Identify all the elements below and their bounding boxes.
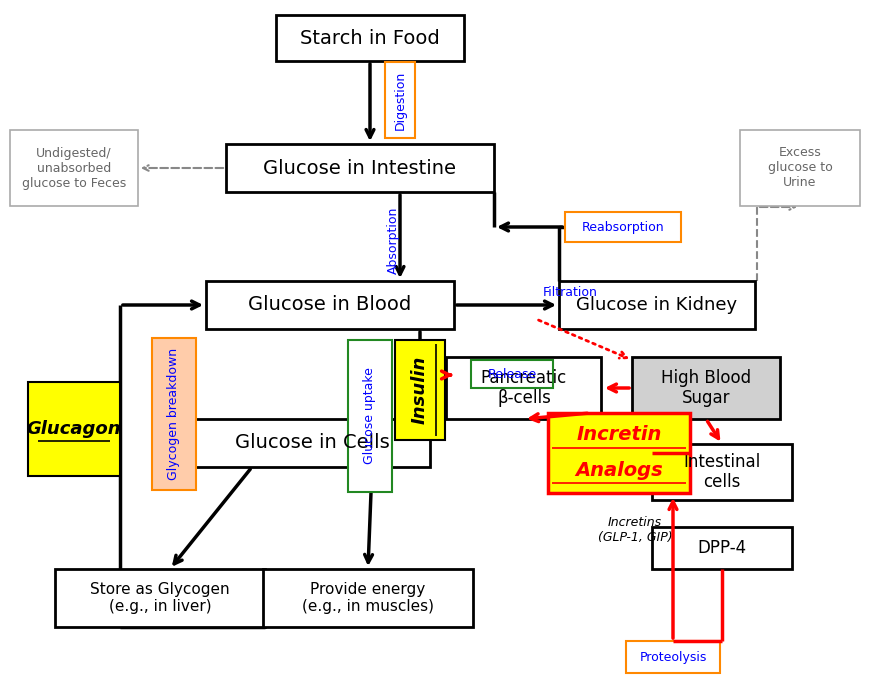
Text: Pancreatic
β-cells: Pancreatic β-cells bbox=[481, 369, 567, 408]
FancyBboxPatch shape bbox=[10, 130, 138, 206]
FancyBboxPatch shape bbox=[28, 382, 120, 476]
Text: Provide energy
(e.g., in muscles): Provide energy (e.g., in muscles) bbox=[302, 582, 434, 614]
FancyBboxPatch shape bbox=[226, 144, 494, 192]
FancyBboxPatch shape bbox=[651, 444, 791, 500]
Text: Undigested/
unabsorbed
glucose to Feces: Undigested/ unabsorbed glucose to Feces bbox=[22, 147, 126, 189]
Text: Incretin: Incretin bbox=[575, 426, 661, 445]
FancyBboxPatch shape bbox=[385, 62, 415, 138]
FancyBboxPatch shape bbox=[348, 340, 392, 492]
Text: DPP-4: DPP-4 bbox=[697, 539, 746, 557]
Text: High Blood
Sugar: High Blood Sugar bbox=[660, 369, 750, 408]
FancyBboxPatch shape bbox=[262, 569, 473, 627]
FancyBboxPatch shape bbox=[740, 130, 859, 206]
FancyBboxPatch shape bbox=[275, 15, 463, 61]
Text: Absorption: Absorption bbox=[386, 207, 399, 274]
FancyBboxPatch shape bbox=[564, 212, 680, 242]
Text: Filtration: Filtration bbox=[542, 286, 597, 299]
FancyBboxPatch shape bbox=[470, 360, 553, 388]
Text: Proteolysis: Proteolysis bbox=[639, 651, 706, 664]
FancyBboxPatch shape bbox=[547, 413, 689, 493]
FancyBboxPatch shape bbox=[626, 641, 720, 673]
Text: Analogs: Analogs bbox=[574, 461, 662, 480]
Text: Incretins
(GLP-1, GIP): Incretins (GLP-1, GIP) bbox=[597, 516, 672, 544]
Text: Glucagon: Glucagon bbox=[27, 420, 121, 438]
FancyBboxPatch shape bbox=[446, 357, 600, 419]
Text: Release: Release bbox=[487, 368, 536, 380]
FancyBboxPatch shape bbox=[55, 569, 265, 627]
Text: Store as Glycogen
(e.g., in liver): Store as Glycogen (e.g., in liver) bbox=[90, 582, 229, 614]
Text: Glucose in Intestine: Glucose in Intestine bbox=[263, 158, 456, 177]
Text: Excess
glucose to
Urine: Excess glucose to Urine bbox=[766, 147, 832, 189]
Text: Glucose in Cells: Glucose in Cells bbox=[235, 433, 389, 452]
FancyBboxPatch shape bbox=[631, 357, 779, 419]
Text: Insulin: Insulin bbox=[410, 356, 428, 424]
FancyBboxPatch shape bbox=[651, 527, 791, 569]
FancyBboxPatch shape bbox=[559, 281, 754, 329]
Text: Intestinal
cells: Intestinal cells bbox=[682, 452, 760, 491]
Text: Starch in Food: Starch in Food bbox=[300, 29, 440, 47]
FancyBboxPatch shape bbox=[152, 338, 196, 490]
FancyBboxPatch shape bbox=[206, 281, 454, 329]
FancyBboxPatch shape bbox=[194, 419, 429, 467]
Text: Glycogen breakdown: Glycogen breakdown bbox=[168, 348, 180, 480]
Text: Reabsorption: Reabsorption bbox=[581, 221, 664, 234]
Text: Glucose in Kidney: Glucose in Kidney bbox=[576, 296, 737, 314]
Text: Glucose uptake: Glucose uptake bbox=[363, 368, 376, 464]
Text: Digestion: Digestion bbox=[393, 70, 406, 130]
Text: Glucose in Blood: Glucose in Blood bbox=[248, 295, 411, 315]
FancyBboxPatch shape bbox=[395, 340, 444, 440]
